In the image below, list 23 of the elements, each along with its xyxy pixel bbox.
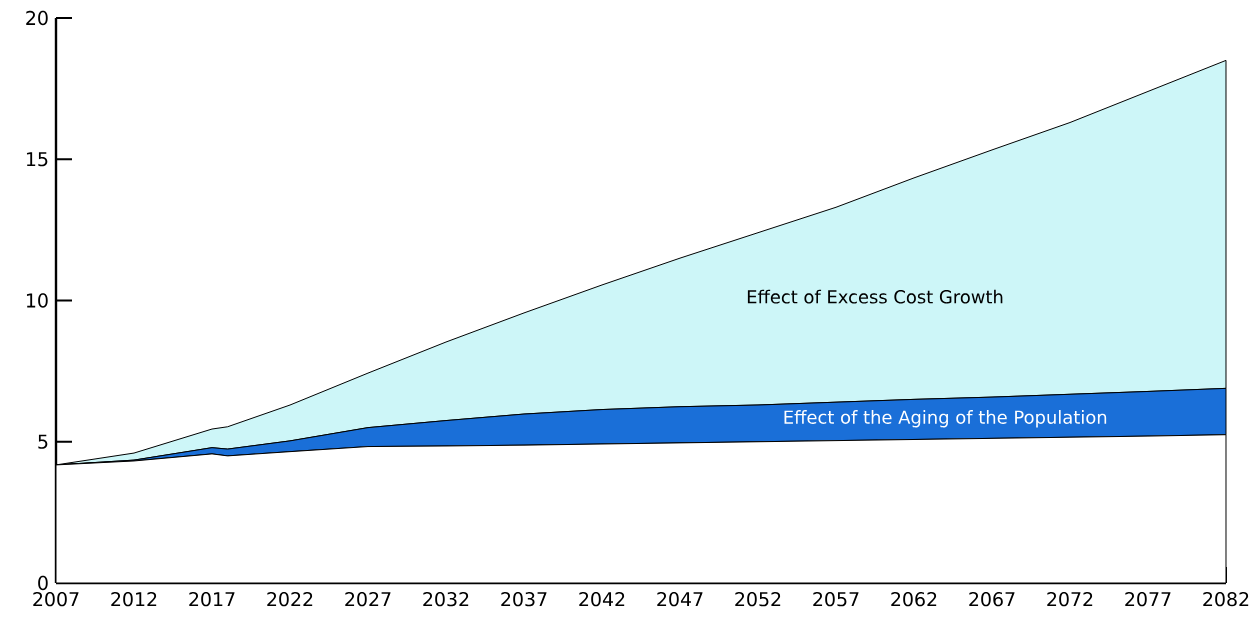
y-tick-label: 0 — [38, 575, 48, 591]
series-label: Effect of the Aging of the Population — [784, 410, 1107, 428]
x-tick-label: 2072 — [1047, 592, 1093, 607]
x-tick-label: 2052 — [735, 592, 781, 607]
x-tick-label: 2057 — [813, 592, 859, 607]
y-tick-label: 10 — [26, 293, 48, 308]
y-tick-label: 5 — [38, 434, 48, 449]
y-tick-label: 20 — [26, 10, 48, 26]
x-tick-label: 2037 — [501, 592, 547, 607]
x-tick-label: 2082 — [1203, 592, 1249, 607]
x-tick-label: 2077 — [1125, 592, 1171, 607]
x-tick-label: 2022 — [267, 592, 313, 607]
x-tick-label: 2012 — [111, 592, 157, 607]
x-tick-label: 2032 — [423, 592, 469, 607]
x-tick-label: 2047 — [657, 592, 703, 607]
x-tick-label: 2027 — [345, 592, 391, 607]
x-tick-label: 2017 — [189, 592, 235, 607]
x-tick-label: 2062 — [891, 592, 937, 607]
x-tick-label: 2007 — [33, 592, 79, 607]
series-label: Effect of Excess Cost Growth — [747, 289, 1003, 304]
y-tick-label: 15 — [26, 152, 48, 167]
x-tick-label: 2067 — [969, 592, 1015, 607]
x-tick-label: 2042 — [579, 592, 625, 607]
